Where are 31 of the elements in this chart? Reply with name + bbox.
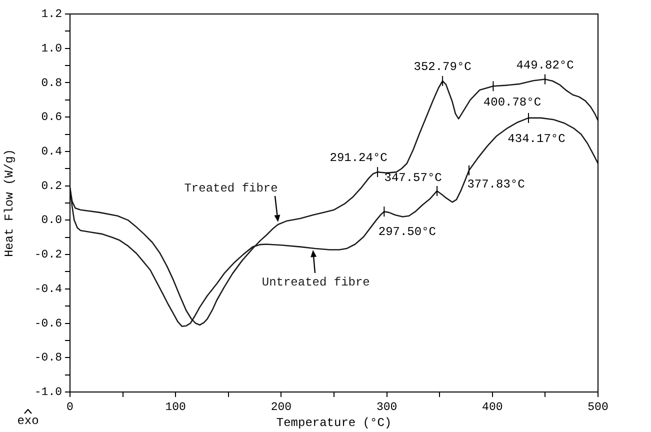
y-tick-label: 1.2 (41, 8, 62, 22)
annotation: 347.57°C (384, 171, 442, 186)
annotation: 297.50°C (378, 224, 436, 239)
annotation: 352.79°C (414, 60, 472, 74)
y-tick-label: -0.4 (34, 282, 62, 296)
x-tick-label: 300 (376, 400, 398, 414)
y-tick-label: -0.2 (34, 248, 62, 262)
annotation: 291.24°C (330, 151, 388, 166)
y-tick-label: -1.0 (34, 386, 62, 400)
y-tick-label: 1.0 (41, 42, 62, 56)
y-tick-label: 0.8 (41, 76, 62, 90)
annotation: 434.17°C (508, 132, 566, 146)
y-tick-label: 0.6 (41, 111, 62, 124)
text: Treated fibre (184, 182, 278, 196)
y-tick-label: 0.2 (41, 180, 62, 193)
x-tick-label: 200 (270, 400, 292, 414)
x-tick-label: 500 (588, 400, 608, 414)
y-tick-label: -0.8 (34, 352, 62, 365)
x-tick-label: 400 (482, 400, 503, 414)
annotation: 377.83°C (467, 178, 525, 192)
y-tick-label: 0.4 (41, 146, 62, 158)
text: Untreated fibre (262, 275, 370, 290)
text: exo (17, 414, 39, 428)
y-tick-label: 0.0 (41, 214, 62, 228)
y-axis-title: Heat Flow (W/g) (2, 148, 16, 258)
annotation: 400.78°C (483, 95, 542, 110)
x-axis-title: Temperature (°C) (276, 416, 392, 430)
x-tick-label: 100 (165, 400, 186, 414)
x-tick-label: 0 (66, 400, 74, 414)
annotation: 449.82°C (516, 58, 574, 72)
y-tick-label: -0.6 (34, 317, 62, 330)
